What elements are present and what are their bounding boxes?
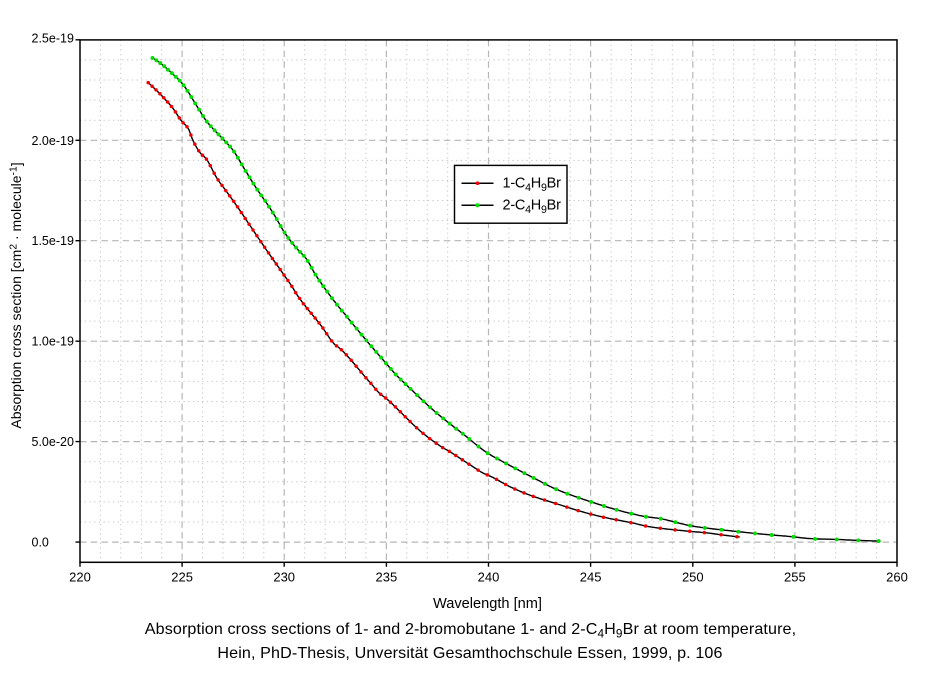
svg-text:255: 255 [784, 570, 806, 585]
svg-text:1.0e-19: 1.0e-19 [32, 335, 74, 349]
svg-text:2-C4H9Br: 2-C4H9Br [503, 198, 562, 216]
svg-text:225: 225 [171, 570, 193, 585]
svg-text:0.0: 0.0 [32, 536, 49, 550]
svg-text:5.0e-20: 5.0e-20 [32, 435, 74, 449]
svg-text:Wavelength [nm]: Wavelength [nm] [433, 596, 542, 612]
svg-text:Absorption cross section [cm2: Absorption cross section [cm2 · molecule… [8, 162, 24, 428]
svg-text:250: 250 [682, 570, 704, 585]
svg-text:Absorption cross sections of 1: Absorption cross sections of 1- and 2-br… [145, 620, 796, 641]
svg-text:2.5e-19: 2.5e-19 [32, 31, 74, 45]
svg-text:240: 240 [478, 570, 500, 585]
svg-text:235: 235 [376, 570, 398, 585]
svg-text:Hein, PhD-Thesis, Unversität G: Hein, PhD-Thesis, Unversität Gesamthochs… [217, 644, 722, 662]
svg-text:260: 260 [886, 570, 908, 585]
svg-text:2.0e-19: 2.0e-19 [32, 134, 74, 148]
svg-text:1-C4H9Br: 1-C4H9Br [503, 175, 562, 193]
svg-text:230: 230 [273, 570, 295, 585]
svg-text:1.5e-19: 1.5e-19 [32, 234, 74, 248]
svg-text:220: 220 [69, 570, 91, 585]
svg-text:245: 245 [580, 570, 602, 585]
